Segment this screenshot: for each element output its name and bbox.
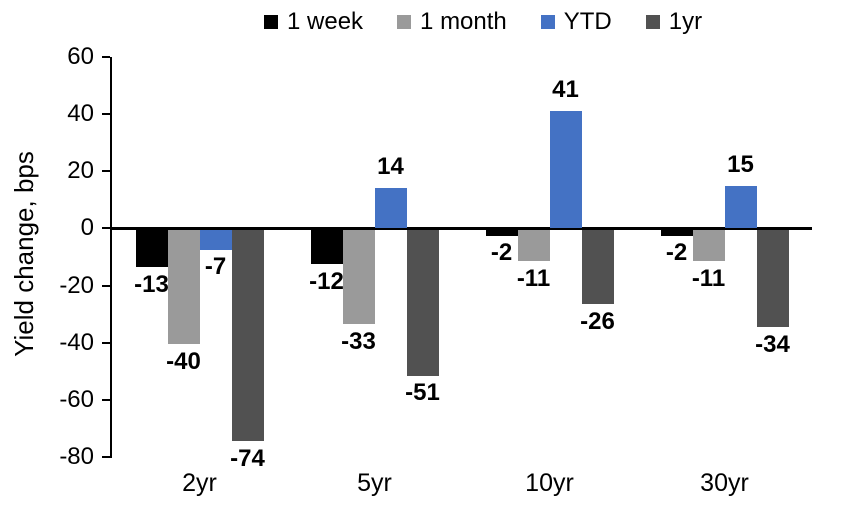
legend-item-1-month: 1 month [397,8,507,36]
bar-1-month-5yr [342,229,375,325]
y-tick-label: 60 [67,43,94,70]
legend-swatch-icon [540,15,555,29]
bar-1-month-10yr [517,229,550,262]
legend-label: 1 month [420,8,507,35]
bar-1yr-2yr [231,229,264,442]
bar-YTD-2yr [199,229,232,250]
bar-1-week-30yr [660,229,693,236]
y-tick-label: -40 [59,328,94,356]
legend-item-1-week: 1 week [264,8,363,36]
legend-swatch-icon [645,15,660,29]
legend-item-1yr: 1yr [645,8,703,36]
bar-value-label: -40 [166,347,201,375]
y-tick-label: 40 [67,100,94,128]
bar-1yr-30yr [756,229,789,328]
legend-swatch-icon [264,15,278,29]
bar-1-week-5yr [310,229,343,265]
category-label: 5yr [357,469,392,497]
y-tick-mark [102,456,110,458]
bar-value-label: -2 [665,239,688,267]
legend: 1 week 1 month YTD 1yr [264,7,702,37]
y-tick-mark [102,170,110,173]
bar-YTD-10yr [549,111,582,229]
category-label: 10yr [525,469,574,497]
bar-value-label: -11 [691,264,726,292]
y-tick-label: 20 [67,157,94,185]
bar-value-label: -34 [755,330,790,358]
bar-value-label: -51 [405,379,440,407]
bar-value-label: -11 [516,264,551,292]
bar-value-label: -74 [230,444,265,472]
y-tick-label: -20 [59,271,94,299]
bar-1-month-30yr [692,229,725,262]
y-axis-line [110,57,112,458]
bar-value-label: -12 [309,267,344,295]
legend-item-ytd: YTD [540,8,612,36]
y-tick-label: -80 [59,443,94,470]
y-tick-mark [102,341,110,344]
bar-YTD-5yr [374,188,407,229]
legend-label: 1 week [287,8,364,35]
bar-value-label: -33 [341,327,376,355]
bar-value-label: -13 [134,270,169,298]
category-label: 2yr [182,469,217,497]
y-tick-mark [102,113,110,116]
bar-1-week-10yr [485,229,518,236]
legend-label: YTD [563,8,612,35]
y-tick-mark [102,284,110,287]
bar-1yr-10yr [581,229,614,305]
bar-value-label: 14 [377,153,404,181]
bar-value-label: 15 [727,150,754,178]
x-axis-zero-line [110,226,812,230]
bar-YTD-30yr [724,185,757,229]
y-tick-mark [102,398,110,401]
legend-swatch-icon [397,15,412,29]
bar-value-label: -7 [204,253,227,281]
bar-value-label: -2 [490,239,513,267]
bar-value-label: 41 [552,76,579,104]
bar-value-label: -26 [580,307,615,335]
bar-1yr-5yr [406,229,439,376]
y-tick-mark [102,56,110,58]
category-label: 30yr [700,469,749,497]
y-tick-label: 0 [80,214,94,242]
y-tick-label: -60 [59,385,94,413]
bar-1-month-2yr [167,229,200,345]
bar-1-week-2yr [135,229,168,268]
y-tick-mark [102,227,110,230]
legend-label: 1yr [668,8,703,35]
